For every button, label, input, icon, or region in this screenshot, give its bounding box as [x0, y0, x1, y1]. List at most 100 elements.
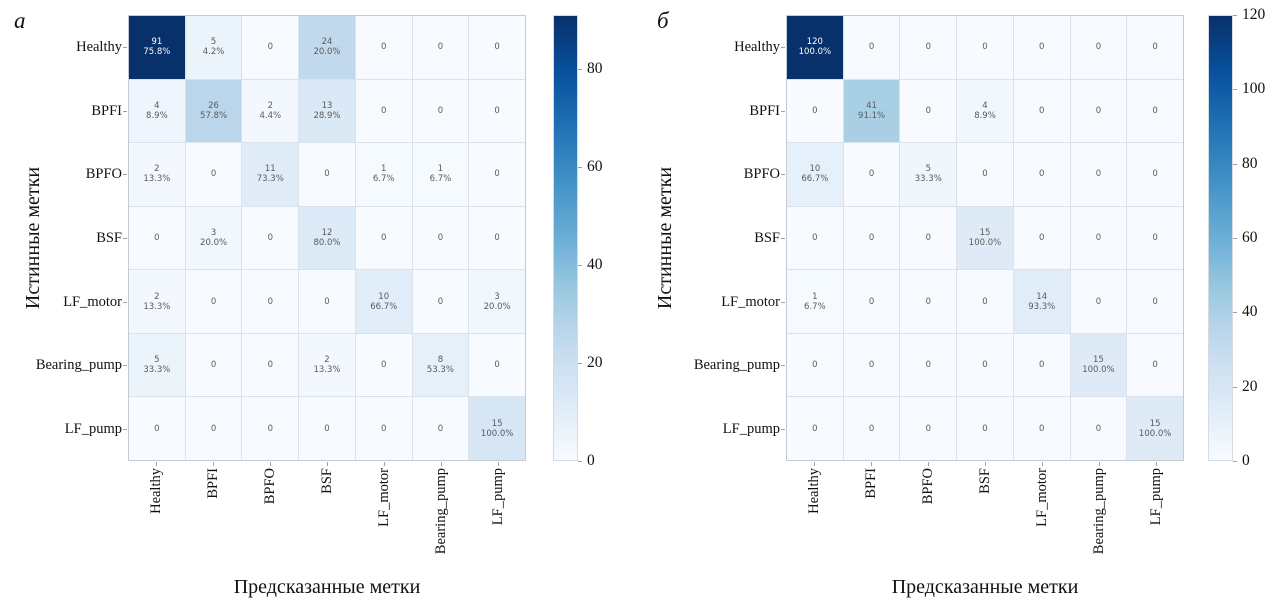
- cell-r4-c1: 0: [185, 270, 242, 333]
- cell-percent: 20.0%: [483, 301, 511, 312]
- cell-r5-c1: 0: [185, 333, 242, 397]
- colorbar-tick-mark: [578, 166, 582, 168]
- x-tick-mark: [383, 462, 385, 466]
- cell-count: 0: [868, 423, 875, 434]
- heatmap-b: 120 100.0% 0 0 0 0 0 0 0 41 91.1% 0 4 8.9% 0 0 0 10 66.7% 0…: [786, 15, 1184, 461]
- colorbar-a: [553, 15, 578, 461]
- x-tick-label-bpfi: BPFI: [205, 468, 222, 499]
- colorbar-tick-label: 20: [1242, 377, 1258, 395]
- cell-percent: 28.9%: [313, 110, 341, 121]
- x-tick-label-bearing_pump: Bearing_pump: [432, 468, 449, 555]
- x-axis-title-a: Предсказанные метки: [233, 576, 421, 598]
- cell-r6-c4: 0: [355, 397, 412, 460]
- cell-r6-c4: 0: [1013, 397, 1070, 460]
- cell-percent: 8.9%: [974, 110, 996, 121]
- x-tick-label-bpfi: BPFI: [863, 468, 880, 499]
- cell-r1-c5: 0: [1070, 79, 1127, 143]
- y-tick-mark: [781, 174, 785, 176]
- cell-percent: 6.7%: [372, 174, 395, 185]
- cell-count: 0: [925, 42, 931, 53]
- cell-count: 0: [154, 232, 160, 243]
- cell-count: 5: [925, 164, 931, 175]
- cell-count: 1: [380, 164, 387, 175]
- cell-count: 3: [210, 227, 217, 238]
- cell-r5-c1: 0: [843, 333, 900, 397]
- cell-r3-c6: 0: [1127, 206, 1183, 270]
- cell-count: 0: [1038, 360, 1045, 371]
- cell-count: 11: [264, 164, 276, 175]
- cell-count: 12: [321, 227, 333, 238]
- cell-r0-c4: 0: [355, 16, 412, 79]
- cell-r2-c2: 5 33.3%: [900, 143, 957, 206]
- cell-count: 0: [1038, 232, 1045, 243]
- x-tick-label-lf_motor: LF_motor: [1033, 468, 1050, 527]
- cell-r3-c3: 15 100.0%: [957, 206, 1013, 270]
- cell-count: 0: [494, 360, 500, 371]
- heatmap-a: 91 75.8% 5 4.2% 0 24 20.0% 0 0 0 4 8.9% 26 57.8% 2 4.4%…: [128, 15, 526, 461]
- cell-r0-c3: 24 20.0%: [299, 16, 355, 79]
- cell-count: 0: [1152, 42, 1158, 53]
- y-tick-label-bearing_pump: Bearing_pump: [693, 357, 780, 374]
- cell-count: 0: [982, 42, 988, 53]
- cell-percent: 6.7%: [429, 174, 452, 185]
- colorbar-tick-mark: [1233, 238, 1237, 239]
- cell-r5-c6: 0: [1127, 333, 1183, 397]
- cell-r0-c5: 0: [412, 16, 469, 79]
- cell-r2-c1: 0: [185, 143, 242, 206]
- cell-count: 0: [812, 360, 818, 371]
- cell-count: 0: [1152, 360, 1158, 371]
- colorbar-tick-mark: [1233, 312, 1237, 314]
- cell-percent: 100.0%: [798, 47, 832, 58]
- cell-r5-c2: 0: [900, 333, 957, 397]
- colorbar-tick-label: 20: [587, 353, 603, 371]
- cell-r4-c3: 0: [957, 270, 1013, 333]
- cell-r6-c6: 15 100.0%: [1127, 397, 1183, 460]
- y-tick-label-lf_motor: LF_motor: [721, 293, 780, 310]
- cell-count: 0: [868, 232, 875, 243]
- cell-count: 0: [1095, 105, 1102, 116]
- colorbar-b: [1208, 15, 1233, 461]
- cell-count: 0: [380, 232, 387, 243]
- cell-count: 0: [1038, 423, 1045, 434]
- cell-r3-c5: 0: [412, 206, 469, 270]
- cell-r6-c1: 0: [843, 397, 900, 460]
- cell-r0-c3: 0: [957, 16, 1013, 79]
- cell-r2-c4: 0: [1013, 143, 1070, 206]
- x-tick-label-bsf: BSF: [977, 468, 993, 494]
- colorbar-tick-label: 80: [1242, 154, 1258, 172]
- y-tick-mark: [781, 238, 785, 239]
- cell-r3-c0: 0: [129, 206, 185, 270]
- cell-count: 5: [154, 355, 160, 366]
- cell-count: 1: [812, 291, 818, 302]
- y-tick-mark: [781, 365, 785, 367]
- x-tick-mark: [497, 462, 499, 466]
- cell-percent: 4.2%: [202, 47, 225, 58]
- cell-count: 0: [1152, 169, 1158, 180]
- cell-count: 0: [868, 360, 875, 371]
- cell-count: 0: [1038, 169, 1045, 180]
- cell-percent: 66.7%: [370, 301, 398, 312]
- y-tick-label-lf_pump: LF_pump: [722, 421, 780, 438]
- cell-percent: 13.3%: [143, 301, 171, 312]
- colorbar-tick-mark: [1233, 89, 1237, 91]
- cell-count: 0: [925, 296, 931, 307]
- x-tick-label-bearing_pump: Bearing_pump: [1090, 468, 1107, 555]
- cell-r0-c4: 0: [1013, 16, 1070, 79]
- cell-count: 0: [1095, 296, 1102, 307]
- cell-r2-c5: 0: [1070, 143, 1127, 206]
- y-tick-label-lf_motor: LF_motor: [63, 293, 122, 310]
- cell-r3-c1: 3 20.0%: [185, 206, 242, 270]
- x-tick-label-healthy: Healthy: [806, 468, 823, 514]
- x-tick-mark: [156, 462, 158, 466]
- y-tick-mark: [123, 238, 127, 239]
- cell-r5-c5: 8 53.3%: [412, 333, 469, 397]
- colorbar-tick-label: 60: [1242, 229, 1258, 246]
- cell-count: 1: [437, 164, 444, 175]
- cell-r2-c5: 1 6.7%: [412, 143, 469, 206]
- cell-r2-c6: 0: [1127, 143, 1183, 206]
- x-tick-label-healthy: Healthy: [148, 468, 165, 514]
- cell-count: 0: [494, 232, 500, 243]
- cell-count: 0: [324, 169, 330, 180]
- cell-r1-c3: 4 8.9%: [957, 79, 1013, 143]
- x-tick-label-lf_pump: LF_pump: [489, 468, 506, 526]
